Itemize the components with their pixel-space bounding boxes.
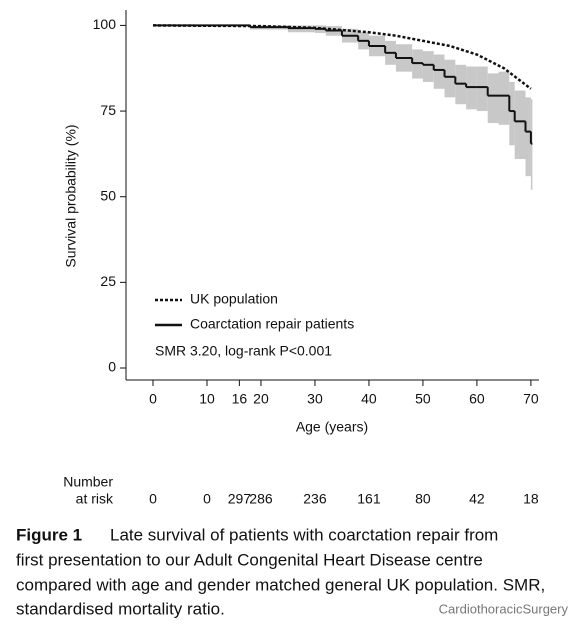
ci-band <box>509 81 515 146</box>
legend-label: Coarctation repair patients <box>190 316 354 332</box>
watermark: CardiothoracicSurgery <box>439 601 569 616</box>
x-tick-label: 0 <box>149 391 157 407</box>
caption-line: compared with age and gender matched gen… <box>16 575 545 594</box>
ci-band <box>514 90 526 160</box>
x-tick-label: 50 <box>415 391 431 407</box>
caption-line: first presentation to our Adult Congenit… <box>16 550 483 569</box>
risk-count: 18 <box>523 491 539 507</box>
x-tick-label: 40 <box>361 391 377 407</box>
y-tick-label: 50 <box>100 187 116 203</box>
risk-count: 0 <box>203 491 211 507</box>
ci-band <box>433 54 445 89</box>
ci-band <box>487 73 499 124</box>
risk-label: at risk <box>76 491 114 507</box>
x-tick-label: 16 <box>232 391 248 407</box>
annotation: SMR 3.20, log-rank P<0.001 <box>155 343 332 359</box>
legend-label: UK population <box>190 291 278 307</box>
x-tick-label: 10 <box>199 391 215 407</box>
y-tick-label: 100 <box>93 16 117 32</box>
risk-count: 236 <box>303 491 327 507</box>
ci-band <box>498 71 510 125</box>
risk-count: 161 <box>357 491 381 507</box>
risk-count: 42 <box>469 491 485 507</box>
x-axis-label: Age (years) <box>296 419 368 435</box>
caption-line: Late survival of patients with coarctati… <box>110 525 498 544</box>
caption-line: standardised mortality ratio. <box>16 599 225 618</box>
risk-label: Number <box>63 474 113 490</box>
risk-count: 286 <box>249 491 273 507</box>
y-tick-label: 0 <box>108 359 116 375</box>
ci-band <box>444 59 456 98</box>
ci-band <box>525 97 531 177</box>
ci-band <box>422 51 434 82</box>
ci-band <box>476 66 488 112</box>
x-tick-label: 60 <box>469 391 485 407</box>
y-tick-label: 75 <box>100 102 116 118</box>
x-tick-label: 30 <box>307 391 323 407</box>
risk-count: 297 <box>228 491 252 507</box>
y-tick-label: 25 <box>100 273 116 289</box>
caption-label: Figure 1 <box>16 525 82 544</box>
x-tick-label: 20 <box>253 391 269 407</box>
survival-line <box>152 24 532 90</box>
y-axis-label: Survival probability (%) <box>63 124 79 267</box>
x-tick-label: 70 <box>523 391 539 407</box>
risk-count: 80 <box>415 491 431 507</box>
risk-count: 0 <box>149 491 157 507</box>
